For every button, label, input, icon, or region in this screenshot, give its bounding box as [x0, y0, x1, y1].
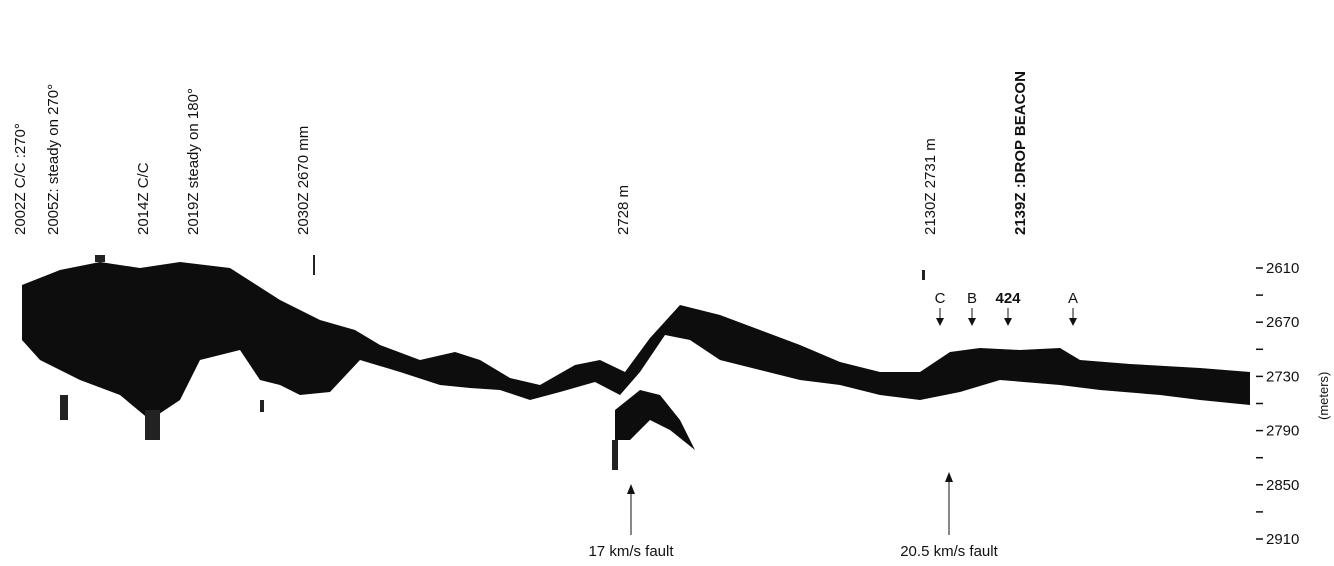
arrowhead: [1069, 318, 1077, 326]
annotation: 2014Z C/C: [135, 162, 152, 235]
marker-label: B: [967, 290, 977, 307]
annotation: 2030Z 2670 mm: [295, 126, 312, 235]
tick-label: 2790: [1266, 423, 1299, 440]
marker-label: 424: [995, 290, 1021, 307]
profile: [22, 255, 1250, 470]
annotation: 2728 m: [615, 185, 632, 235]
annotation: 2019Z steady on 180°: [185, 88, 202, 235]
annotations: 2002Z C/C :270° 2005Z: steady on 270° 20…: [12, 71, 1029, 235]
faults: 17 km/s fault 20.5 km/s fault: [588, 472, 998, 560]
tick-label: 2730: [1266, 368, 1299, 385]
marker-label: A: [1068, 290, 1078, 307]
tick-label: 2670: [1266, 314, 1299, 331]
arrowhead: [936, 318, 944, 326]
arrowhead: [945, 472, 953, 482]
depth-axis: 2610 2670 2730 2790 2850 2910 (meters): [1256, 260, 1331, 548]
fault-echo: [615, 390, 695, 450]
tick-label: 2610: [1266, 260, 1299, 277]
arrowhead: [968, 318, 976, 326]
fault-label: 17 km/s fault: [588, 543, 674, 560]
fault-label: 20.5 km/s fault: [900, 543, 998, 560]
marker-label: C: [935, 290, 946, 307]
annotation: 2002Z C/C :270°: [12, 123, 29, 235]
annotation: 2139Z :DROP BEACON: [1012, 71, 1029, 235]
tick-label: 2910: [1266, 531, 1299, 548]
annotation: 2130Z 2731 m: [922, 138, 939, 235]
tick-label: 2850: [1266, 477, 1299, 494]
arrowhead: [627, 484, 635, 494]
annotation: 2005Z: steady on 270°: [45, 84, 62, 235]
arrowhead: [1004, 318, 1012, 326]
echo-profile: 2002Z C/C :270° 2005Z: steady on 270° 20…: [0, 0, 1334, 566]
axis-label: (meters): [1316, 372, 1331, 420]
markers: C B 424 A: [935, 290, 1078, 326]
